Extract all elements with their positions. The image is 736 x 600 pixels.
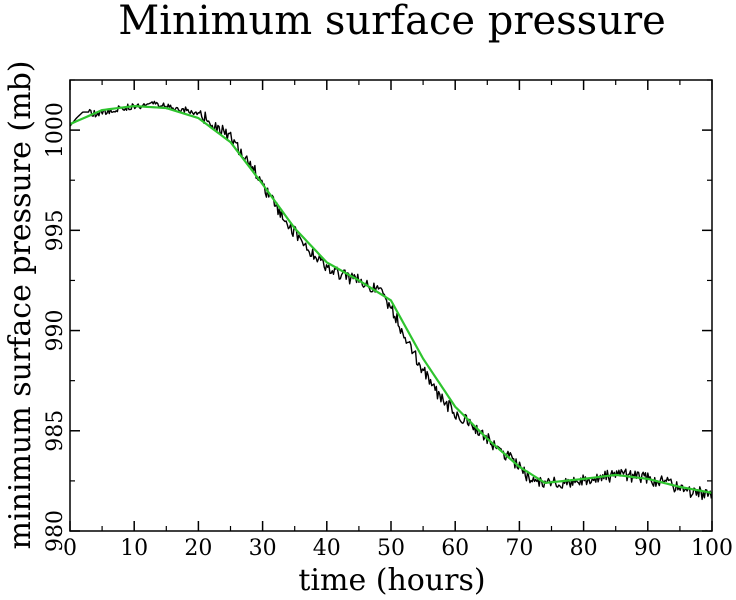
ticks-layer: 0 10 20 30 40 50 60 70 80 90 100 980 985 990 995 1000 [43,102,733,561]
x-tick-label: 80 [570,536,598,561]
y-tick-label: 985 [43,410,68,452]
axes-layer [69,79,713,532]
x-tick-label: 10 [120,536,148,561]
x-tick-label: 60 [441,536,469,561]
x-tick-label: 30 [249,536,277,561]
x-tick-label: 50 [377,536,405,561]
series-layer [70,100,712,501]
y-tick-label: 995 [43,209,68,251]
series-line-2 [70,104,712,495]
plot-frame [69,79,713,532]
y-axis-label: minimum surface pressure (mb) [3,61,38,550]
y-tick-label: 990 [43,310,68,352]
x-axis-label: time (hours) [298,563,485,598]
x-tick-label: 90 [634,536,662,561]
series-line-1 [70,100,712,501]
chart-title: Minimum surface pressure [118,0,666,44]
y-tick-label: 980 [43,510,68,552]
x-tick-label: 70 [505,536,533,561]
x-tick-label: 0 [63,536,77,561]
x-tick-label: 40 [313,536,341,561]
x-tick-label: 100 [691,536,733,561]
x-tick-label: 20 [184,536,212,561]
y-tick-label: 1000 [43,102,68,158]
